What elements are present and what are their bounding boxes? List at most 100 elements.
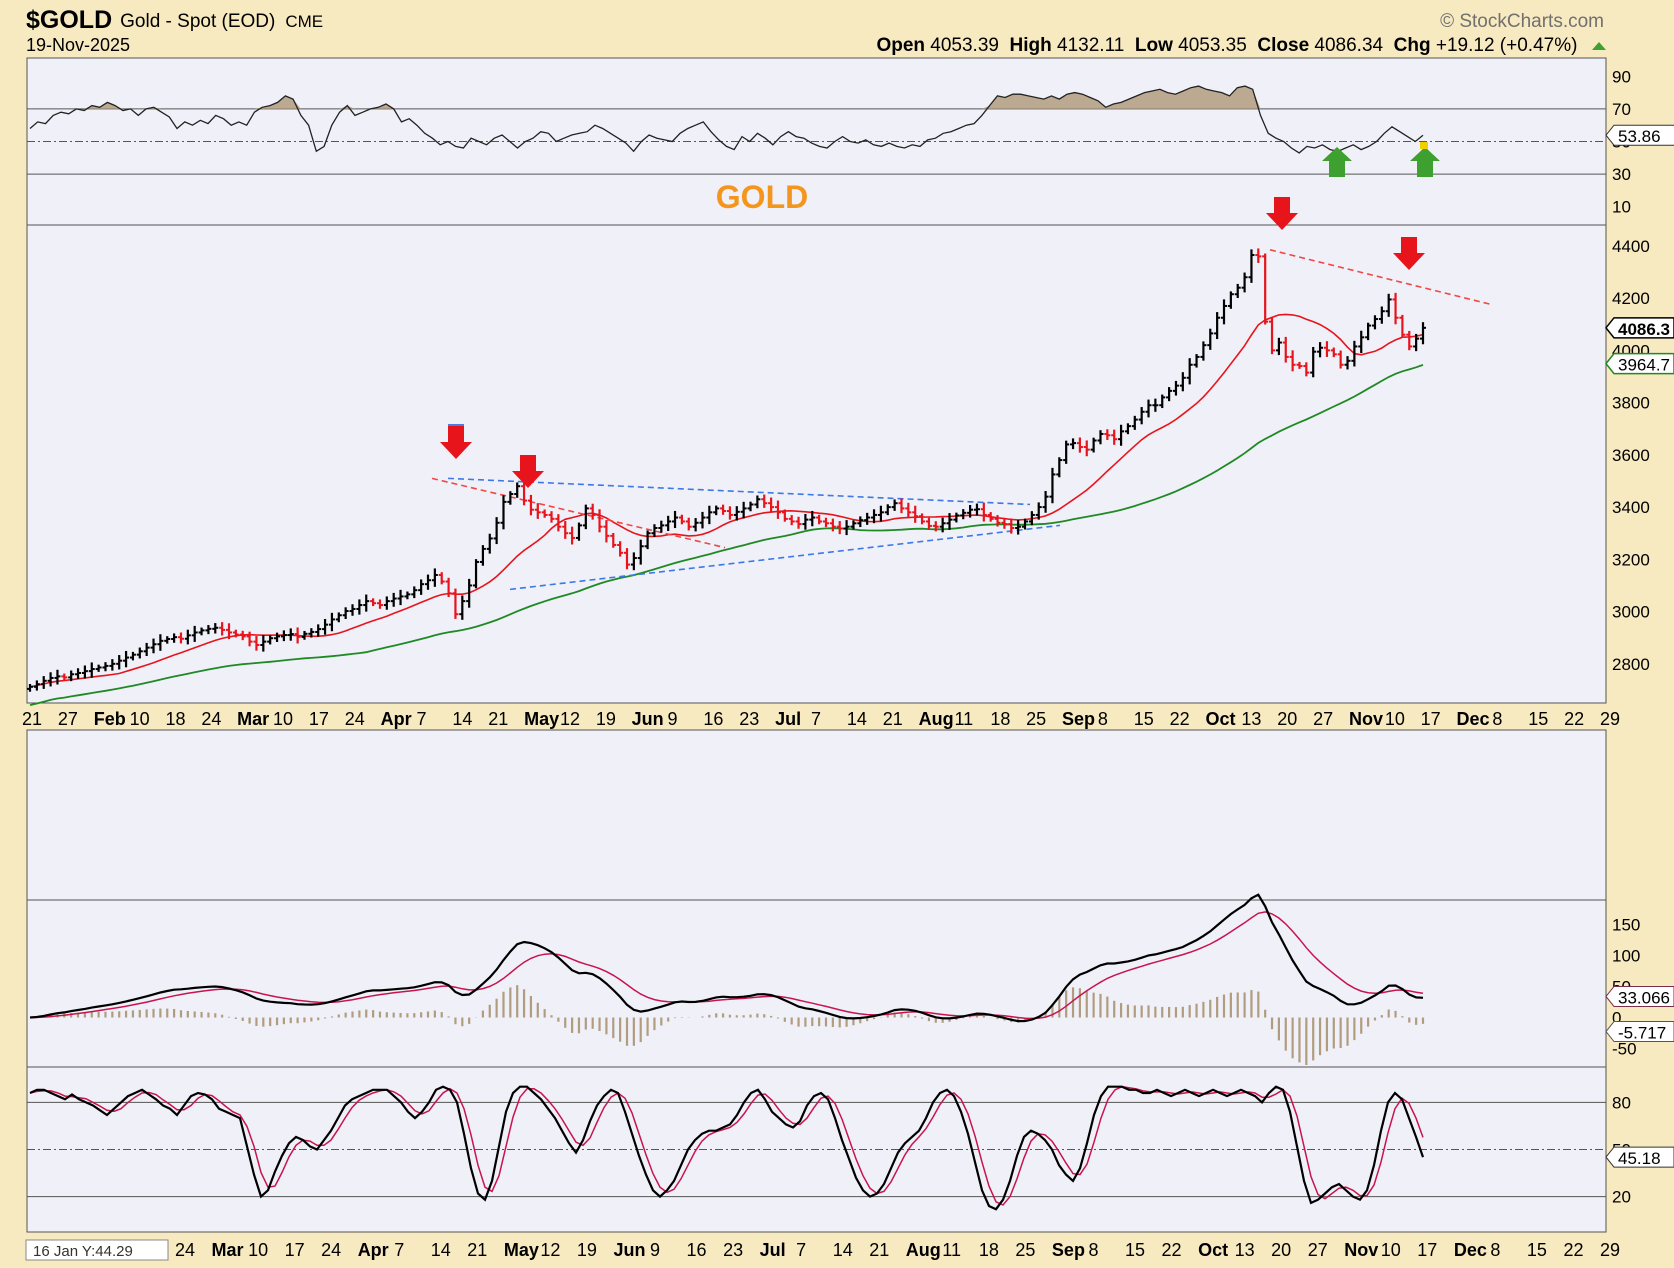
price-bar — [713, 505, 720, 516]
price-bar — [109, 659, 116, 671]
price-bar — [1104, 429, 1111, 440]
price-bar — [912, 505, 919, 523]
price-bar — [953, 512, 960, 523]
x-axis-label: Apr — [381, 709, 412, 729]
symbol-label: $GOLD — [26, 6, 112, 34]
price-bar — [1124, 423, 1131, 435]
x-axis-label: Mar — [237, 709, 269, 729]
price-bar — [1323, 341, 1330, 357]
x-axis-label-lower: 22 — [1162, 1240, 1182, 1260]
price-bar — [116, 655, 123, 670]
price-bar — [1344, 356, 1351, 370]
price-tick-label: 3400 — [1612, 498, 1650, 517]
x-axis-label: Jul — [775, 709, 801, 729]
price-tick-label: 4200 — [1612, 289, 1650, 308]
price-bar — [809, 510, 816, 527]
price-bar — [987, 512, 994, 522]
price-bar — [177, 632, 184, 644]
x-axis-label: 7 — [811, 709, 821, 729]
price-panel — [26, 224, 1607, 704]
price-bar — [850, 520, 857, 530]
price-bar — [1255, 248, 1262, 263]
price-bar — [1227, 291, 1234, 309]
price-bar — [733, 506, 740, 521]
x-axis-label-lower: 14 — [833, 1240, 853, 1260]
price-bar — [1063, 440, 1070, 464]
price-bar — [431, 568, 438, 587]
price-bar — [1015, 520, 1022, 535]
ohlc-value-2: 4053.35 — [1173, 35, 1258, 56]
price-bar — [315, 624, 322, 637]
x-axis-label-lower: 15 — [1125, 1240, 1145, 1260]
price-tick-label: 3800 — [1612, 394, 1650, 413]
price-bar — [829, 518, 836, 532]
price-bar — [239, 630, 246, 641]
price-bar — [1111, 429, 1118, 445]
chart-title: GOLD — [716, 179, 808, 215]
price-bar — [507, 491, 514, 505]
price-bar — [123, 650, 130, 668]
x-axis-label: 12 — [560, 709, 580, 729]
price-bar — [541, 509, 548, 518]
x-axis-label: 9 — [668, 709, 678, 729]
price-bar — [294, 627, 301, 644]
price-bar — [205, 625, 212, 635]
price-bar — [226, 623, 232, 640]
watermark: © StockCharts.com — [1440, 11, 1604, 32]
price-bar — [534, 503, 541, 519]
x-axis-label: Aug — [919, 709, 954, 729]
price-bar — [1282, 336, 1289, 363]
price-bar — [1413, 333, 1420, 352]
price-bar — [1214, 312, 1221, 340]
macd-line — [29, 893, 1424, 1023]
price-bar — [212, 623, 219, 634]
price-bar — [658, 520, 665, 533]
price-bar — [473, 559, 480, 589]
x-axis-label: May — [524, 709, 559, 729]
price-bar — [1420, 322, 1426, 345]
price-bar — [452, 588, 459, 619]
price-bar — [459, 595, 466, 620]
price-bar — [699, 511, 706, 529]
price-bar — [575, 522, 582, 541]
ohlc-readout: Open 4053.39 High 4132.11 Low 4053.35 Cl… — [876, 35, 1606, 56]
x-axis-label: 17 — [309, 709, 329, 729]
price-bar — [1207, 328, 1214, 350]
price-bar — [349, 604, 356, 616]
price-bar — [335, 612, 342, 623]
price-bar — [150, 638, 157, 654]
x-axis-label: Oct — [1206, 709, 1236, 729]
x-axis-label: 23 — [739, 709, 759, 729]
price-bar — [1385, 293, 1392, 317]
price-tick-label: 3200 — [1612, 550, 1650, 569]
x-axis-label-lower: 27 — [1308, 1240, 1328, 1260]
price-bar — [1262, 253, 1269, 325]
x-axis-label-lower: May — [504, 1240, 539, 1260]
price-bar — [1317, 342, 1324, 358]
x-axis-label-lower: 18 — [979, 1240, 999, 1260]
price-bar — [980, 502, 987, 522]
x-axis-label: Feb — [94, 709, 126, 729]
price-bar — [843, 520, 850, 536]
price-bar — [1145, 399, 1152, 418]
x-axis-label: 13 — [1241, 709, 1261, 729]
price-bar — [61, 673, 68, 681]
price-bar — [1234, 283, 1241, 298]
price-bar — [164, 636, 171, 644]
price-bar — [905, 502, 912, 518]
x-axis-label-lower: 25 — [1015, 1240, 1035, 1260]
price-bar — [260, 635, 267, 652]
price-bar — [47, 672, 54, 687]
price-bar — [1049, 467, 1056, 504]
price-bar — [816, 514, 823, 525]
x-axis-label: 20 — [1277, 709, 1297, 729]
price-bar — [274, 632, 281, 642]
price-bar — [569, 526, 576, 545]
x-axis-label-lower: Oct — [1198, 1240, 1228, 1260]
x-axis-label: 15 — [1134, 709, 1154, 729]
x-axis-label: 18 — [990, 709, 1010, 729]
price-bar — [1083, 440, 1090, 457]
price-bar — [761, 494, 768, 508]
price-bar — [1159, 394, 1166, 409]
price-bar — [1179, 372, 1186, 392]
